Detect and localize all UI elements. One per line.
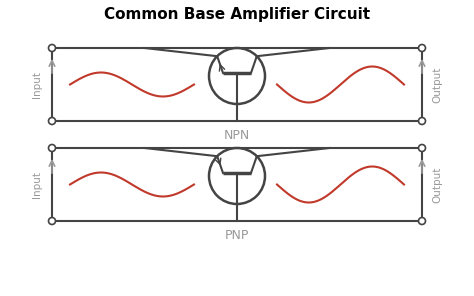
Circle shape — [419, 218, 426, 224]
Text: Common Base Amplifier Circuit: Common Base Amplifier Circuit — [104, 7, 370, 22]
Circle shape — [419, 144, 426, 152]
Circle shape — [48, 118, 55, 125]
Text: Input: Input — [32, 171, 42, 198]
Circle shape — [48, 144, 55, 152]
Circle shape — [419, 44, 426, 52]
Text: PNP: PNP — [225, 229, 249, 242]
Circle shape — [419, 118, 426, 125]
Text: Output: Output — [432, 66, 442, 103]
Text: NPN: NPN — [224, 129, 250, 142]
Circle shape — [48, 218, 55, 224]
Circle shape — [48, 44, 55, 52]
Text: Input: Input — [32, 71, 42, 98]
Text: Output: Output — [432, 166, 442, 203]
